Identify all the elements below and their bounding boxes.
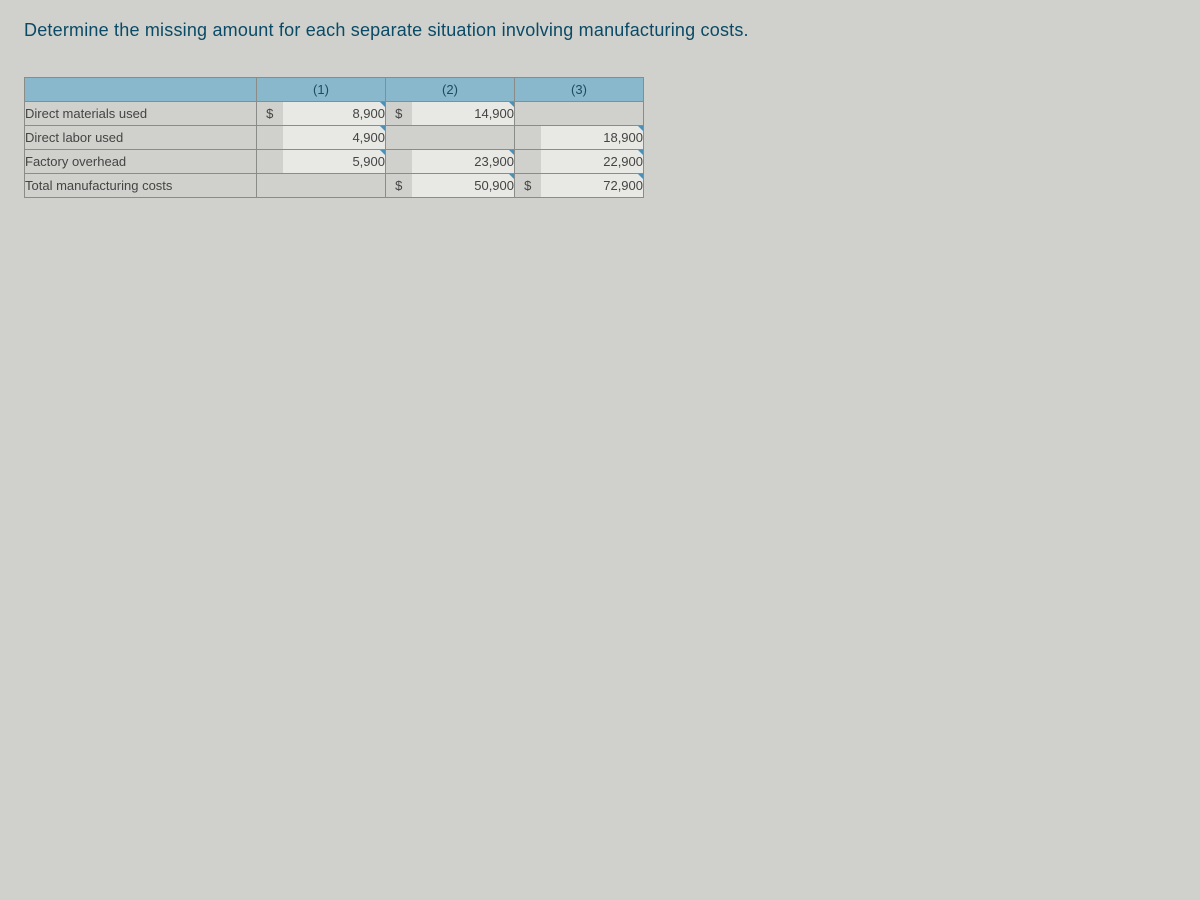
row-label: Total manufacturing costs: [25, 174, 257, 198]
table-header-row: (1) (2) (3): [25, 78, 644, 102]
value-input[interactable]: 72,900: [541, 174, 644, 198]
value-cell: [412, 126, 515, 150]
currency-symbol: [515, 150, 541, 174]
value-input[interactable]: 14,900: [412, 102, 515, 126]
table-row: Direct materials used $ 8,900 $ 14,900: [25, 102, 644, 126]
currency-symbol: $: [515, 174, 541, 198]
value-input[interactable]: 50,900: [412, 174, 515, 198]
currency-symbol: [257, 126, 283, 150]
table-row: Direct labor used 4,900 18,900: [25, 126, 644, 150]
currency-symbol: [257, 150, 283, 174]
currency-symbol: $: [386, 174, 412, 198]
table-body: Direct materials used $ 8,900 $ 14,900 D…: [25, 102, 644, 198]
value-input[interactable]: 4,900: [283, 126, 386, 150]
table-row: Total manufacturing costs $ 50,900 $ 72,…: [25, 174, 644, 198]
question-prompt: Determine the missing amount for each se…: [24, 20, 1176, 41]
value-input[interactable]: 5,900: [283, 150, 386, 174]
currency-symbol: [386, 126, 412, 150]
currency-symbol: [515, 102, 541, 126]
value-cell: [283, 174, 386, 198]
header-col-2: (2): [386, 78, 515, 102]
currency-symbol: [257, 174, 283, 198]
row-label: Factory overhead: [25, 150, 257, 174]
header-col-3: (3): [515, 78, 644, 102]
value-input[interactable]: 8,900: [283, 102, 386, 126]
currency-symbol: $: [386, 102, 412, 126]
currency-symbol: $: [257, 102, 283, 126]
manufacturing-costs-table: (1) (2) (3) Direct materials used $ 8,90…: [24, 77, 644, 198]
table-row: Factory overhead 5,900 23,900 22,900: [25, 150, 644, 174]
currency-symbol: [386, 150, 412, 174]
value-input[interactable]: 18,900: [541, 126, 644, 150]
value-cell: [541, 102, 644, 126]
value-input[interactable]: 23,900: [412, 150, 515, 174]
header-col-1: (1): [257, 78, 386, 102]
worksheet-area: Determine the missing amount for each se…: [0, 0, 1200, 218]
row-label: Direct labor used: [25, 126, 257, 150]
row-label: Direct materials used: [25, 102, 257, 126]
currency-symbol: [515, 126, 541, 150]
header-blank: [25, 78, 257, 102]
value-input[interactable]: 22,900: [541, 150, 644, 174]
